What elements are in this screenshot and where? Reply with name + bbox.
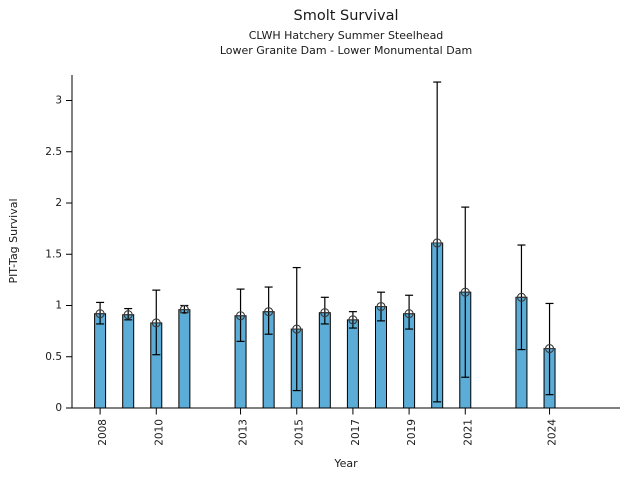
bar-2011 (178, 309, 191, 409)
x-tick-label: 2019 (406, 419, 418, 446)
bar-2018 (375, 306, 387, 409)
y-tick-label: 2 (55, 197, 62, 209)
x-tick-label: 2008 (97, 419, 109, 446)
y-tick-label: 0 (55, 402, 62, 414)
x-tick-label: 2021 (462, 419, 474, 446)
y-tick-label: 1.5 (45, 248, 62, 260)
x-axis-title: Year (333, 457, 358, 470)
x-tick-label: 2017 (350, 419, 362, 446)
y-tick-label: 3 (55, 95, 62, 107)
y-tick-label: 0.5 (45, 351, 62, 363)
y-tick-label: 2.5 (45, 146, 62, 158)
y-axis-title: PIT-Tag Survival (7, 198, 20, 283)
bar-2009 (122, 314, 135, 409)
x-tick-label: 2013 (238, 419, 250, 446)
y-tick-label: 1 (55, 300, 62, 312)
x-tick-label: 2024 (547, 419, 559, 446)
bar-2017 (346, 319, 359, 409)
x-tick-label: 2010 (153, 419, 165, 446)
x-tick-label: 2015 (294, 419, 306, 446)
bar-2016 (318, 312, 331, 409)
bar-2008 (94, 313, 107, 409)
